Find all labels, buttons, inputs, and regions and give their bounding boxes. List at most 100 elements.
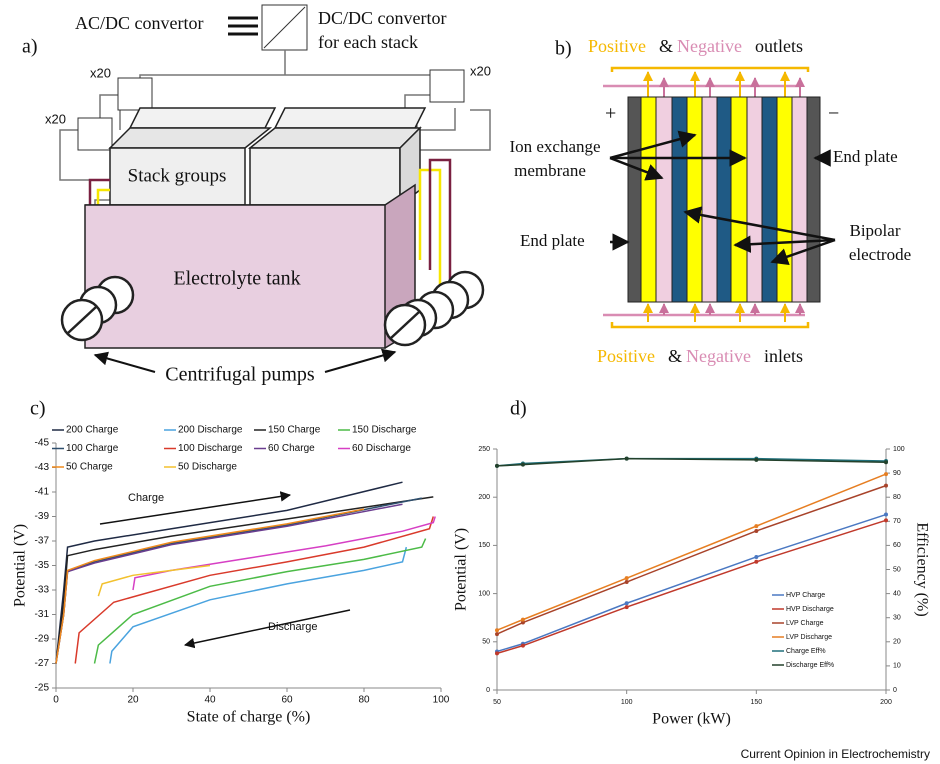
- y2-tick-label: 40: [893, 590, 901, 597]
- label: End plate: [833, 147, 898, 166]
- y-tick-label: -29: [35, 634, 50, 645]
- marker: [495, 464, 499, 468]
- marker: [625, 605, 629, 609]
- label: membrane: [514, 161, 586, 180]
- y-tick-label: -41: [35, 487, 50, 498]
- y2-tick-label: 80: [893, 494, 901, 501]
- legend-label: 60 Discharge: [352, 443, 411, 454]
- label: outlets: [755, 36, 803, 56]
- y-axis-label: Potential (V): [12, 524, 29, 607]
- y2-tick-label: 20: [893, 639, 901, 646]
- cell-stack: [628, 97, 820, 302]
- arrow: [95, 355, 155, 372]
- y-tick-label: 50: [482, 639, 490, 646]
- x-tick-label: 40: [204, 695, 216, 706]
- panel-label: c): [30, 398, 46, 420]
- y2-axis-label: Efficiency (%): [913, 522, 930, 616]
- label: Centrifugal pumps: [165, 364, 315, 386]
- marker: [754, 524, 758, 528]
- x-axis-label: State of charge (%): [187, 709, 311, 726]
- panel-a: a) AC/DC convertor DC/DC convertor for e…: [22, 5, 491, 386]
- figure: a) AC/DC convertor DC/DC convertor for e…: [0, 0, 940, 764]
- y-tick-label: -31: [35, 609, 50, 620]
- y-tick-label: -33: [35, 585, 50, 596]
- y-tick-label: -39: [35, 511, 50, 522]
- y-tick-label: 100: [478, 590, 490, 597]
- marker: [625, 580, 629, 584]
- label: for each stack: [318, 32, 418, 52]
- panel-b: b) Positive & Negative outlets + − Ion e…: [509, 36, 911, 366]
- y-tick-label: -43: [35, 462, 50, 473]
- annotation: Discharge: [268, 621, 318, 633]
- legend-label: 100 Charge: [66, 443, 119, 454]
- legend-label: HVP Charge: [786, 592, 825, 599]
- label: Electrolyte tank: [173, 268, 300, 290]
- y-tick-label: -27: [35, 658, 50, 669]
- legend-label: Charge Eff%: [786, 648, 826, 655]
- legend-label: 200 Discharge: [178, 425, 243, 436]
- y-tick-label: -35: [35, 560, 50, 571]
- x-axis-label: Power (kW): [652, 711, 731, 728]
- marker: [625, 457, 629, 461]
- y2-tick-label: 50: [893, 566, 901, 573]
- legend-label: 100 Discharge: [178, 443, 243, 454]
- marker: [884, 460, 888, 464]
- x-tick-label: 100: [433, 695, 450, 706]
- y-tick-label: 150: [478, 542, 490, 549]
- outlet-arrows: [648, 72, 800, 97]
- multiplier: x20: [45, 111, 66, 126]
- y-tick-label: 200: [478, 494, 490, 501]
- y2-tick-label: 30: [893, 615, 901, 622]
- label: DC/DC convertor: [318, 8, 446, 28]
- marker: [521, 644, 525, 648]
- marker: [495, 628, 499, 632]
- y2-tick-label: 60: [893, 542, 901, 549]
- label: Positive: [597, 346, 655, 366]
- legend-label: 50 Discharge: [178, 462, 237, 473]
- series-line: [95, 539, 426, 664]
- label: Negative: [686, 346, 751, 366]
- series-line: [110, 547, 406, 663]
- marker: [884, 484, 888, 488]
- legend-label: LVP Discharge: [786, 634, 832, 641]
- legend-label: 200 Charge: [66, 425, 119, 436]
- marker: [754, 529, 758, 533]
- marker: [521, 618, 525, 622]
- label: Ion exchange: [509, 137, 600, 156]
- label: End plate: [520, 231, 585, 250]
- y2-tick-label: 100: [893, 446, 905, 453]
- x-tick-label: 200: [880, 699, 892, 706]
- marker: [495, 651, 499, 655]
- marker: [495, 632, 499, 636]
- y-tick-label: -45: [35, 438, 50, 449]
- inlet-arrows: [648, 304, 800, 322]
- panel-label: b): [555, 38, 572, 60]
- label: Stack groups: [128, 165, 227, 186]
- label: Bipolar: [850, 221, 901, 240]
- x-tick-label: 50: [493, 699, 501, 706]
- label: Negative: [677, 36, 742, 56]
- y2-tick-label: 10: [893, 663, 901, 670]
- legend-label: LVP Charge: [786, 620, 824, 627]
- y-tick-label: 0: [486, 687, 490, 694]
- legend-label: 150 Discharge: [352, 425, 417, 436]
- annotation: Charge: [128, 492, 164, 504]
- marker: [754, 560, 758, 564]
- label: −: [828, 103, 839, 125]
- arrow: [325, 352, 395, 372]
- marker: [884, 472, 888, 476]
- marker: [754, 458, 758, 462]
- x-tick-label: 0: [53, 695, 59, 706]
- label: Positive: [588, 36, 646, 56]
- marker: [521, 463, 525, 467]
- marker: [884, 513, 888, 517]
- multiplier: x20: [90, 65, 111, 80]
- y-axis-label: Potential (V): [453, 528, 470, 611]
- series-line: [497, 515, 886, 652]
- x-tick-label: 150: [750, 699, 762, 706]
- x-tick-label: 80: [358, 695, 370, 706]
- label: +: [605, 103, 616, 125]
- label: electrode: [849, 245, 911, 264]
- y-tick-label: 250: [478, 446, 490, 453]
- footer: Current Opinion in Electrochemistry: [741, 747, 930, 761]
